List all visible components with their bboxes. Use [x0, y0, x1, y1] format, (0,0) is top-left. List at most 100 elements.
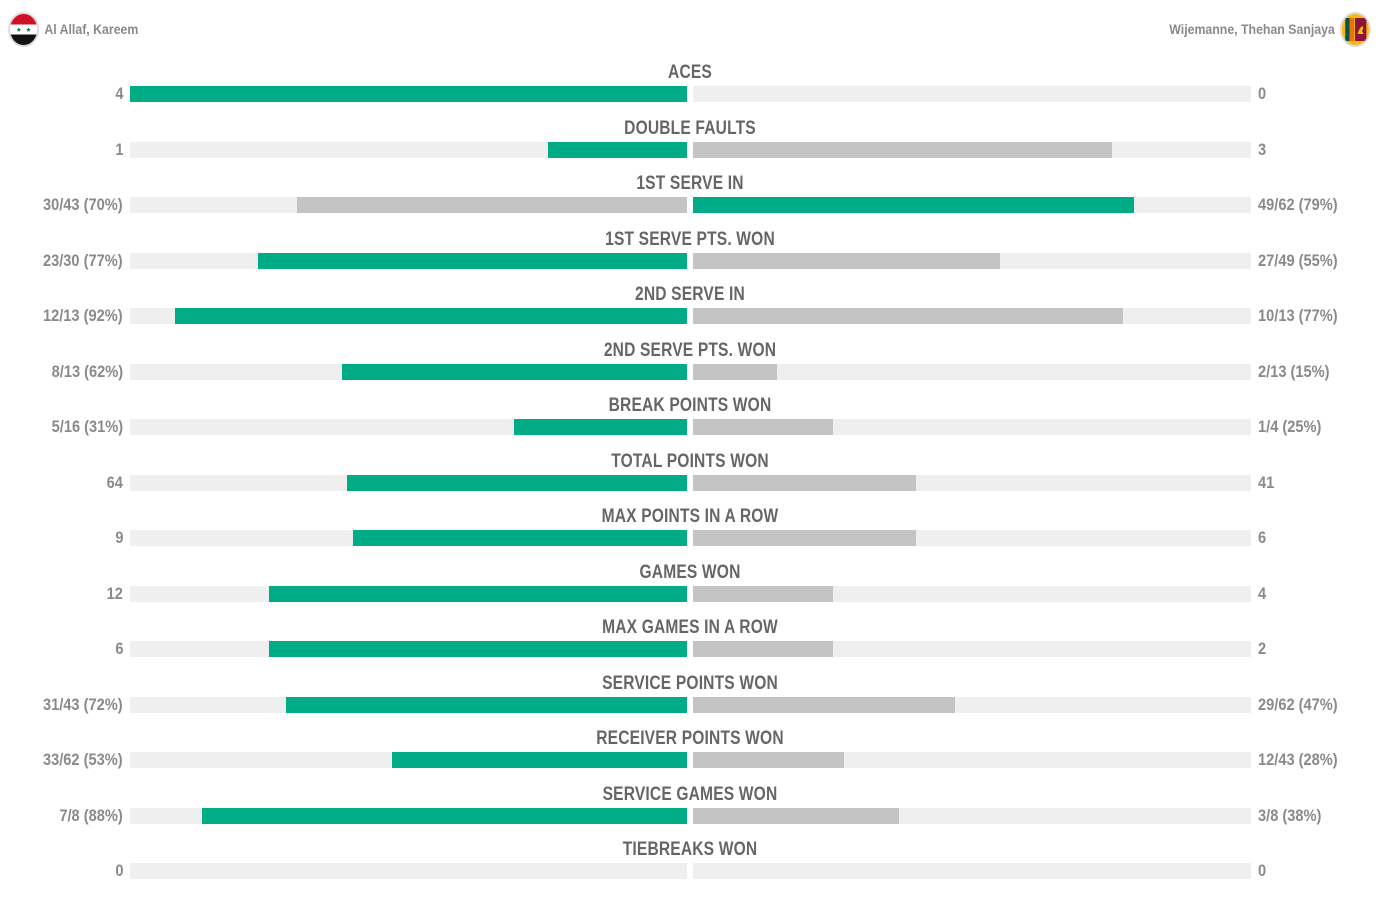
stat-value-right-2nd-serve-in: 10/13 (77%) [1258, 306, 1338, 325]
stat-label-games-won: GAMES WON [639, 561, 741, 583]
stat-bar-right-games-won [693, 585, 833, 602]
stat-bar-right-2nd-serve-in [693, 308, 1123, 324]
player-right-name: Wijemanne, Thehan Sanjaya [1169, 21, 1335, 37]
stat-label-break-points-won: BREAK POINTS WON [608, 395, 772, 416]
stat-track-right-games-won [693, 585, 1251, 602]
stat-bar-left-double-faults [548, 141, 687, 158]
stat-bar-left-service-points-won [286, 696, 687, 713]
stat-bar-right-receiver-points-won [693, 752, 844, 768]
stat-bar-right-service-points-won [693, 696, 955, 713]
stat-value-right-1st-serve-in: 49/62 (79%) [1258, 195, 1338, 214]
sri-lanka-flag-icon [1341, 13, 1369, 45]
stat-track-left-receiver-points-won [130, 752, 687, 768]
stat-label-service-games-won: SERVICE GAMES WON [602, 783, 778, 805]
stat-track-right-max-games-in-a-row [693, 641, 1251, 657]
stat-track-left-service-points-won [130, 696, 687, 713]
stat-label-receiver-points-won: RECEIVER POINTS WON [596, 728, 784, 749]
stat-bar-left-max-games-in-a-row [269, 641, 687, 657]
stat-bar-right-double-faults [693, 141, 1112, 158]
stat-bar-left-service-games-won [202, 807, 687, 824]
player-left-name: Al Allaf, Kareem [44, 21, 139, 37]
stat-bar-left-1st-serve-in [297, 197, 687, 213]
stat-bar-right-max-points-in-a-row [693, 530, 916, 546]
stat-track-right-max-points-in-a-row [693, 530, 1251, 546]
stat-track-left-tiebreaks-won [130, 863, 687, 879]
stat-value-left-1st-serve-pts-won: 23/30 (77%) [43, 250, 123, 270]
stat-track-left-2nd-serve-pts-won [130, 363, 687, 380]
stat-track-left-2nd-serve-in [130, 308, 687, 324]
stat-track-left-service-games-won [130, 807, 687, 824]
stat-track-right-total-points-won [693, 474, 1251, 491]
stat-bar-right-2nd-serve-pts-won [693, 363, 777, 380]
stat-value-right-max-games-in-a-row: 2 [1258, 639, 1267, 658]
stat-value-left-games-won: 12 [106, 583, 123, 603]
stat-bar-left-break-points-won [514, 419, 687, 435]
stat-value-right-total-points-won: 41 [1258, 472, 1275, 492]
stat-bar-left-receiver-points-won [392, 752, 687, 768]
stat-track-left-total-points-won [130, 474, 687, 491]
stat-value-right-max-points-in-a-row: 6 [1258, 528, 1267, 547]
player-left: Al Allaf, Kareem [10, 12, 138, 46]
stat-value-left-break-points-won: 5/16 (31%) [51, 417, 123, 436]
stat-bar-left-aces [130, 86, 687, 102]
stat-track-left-aces [130, 86, 687, 102]
stat-value-left-1st-serve-in: 30/43 (70%) [43, 195, 123, 214]
stat-label-tiebreaks-won: TIEBREAKS WON [622, 839, 758, 860]
stat-value-right-tiebreaks-won: 0 [1258, 861, 1267, 880]
stat-value-right-break-points-won: 1/4 (25%) [1258, 417, 1322, 436]
stat-track-right-break-points-won [693, 419, 1251, 435]
stat-value-left-tiebreaks-won: 0 [114, 861, 123, 880]
stat-track-left-games-won [130, 585, 687, 602]
stat-value-left-double-faults: 1 [114, 139, 123, 159]
stat-value-right-1st-serve-pts-won: 27/49 (55%) [1258, 250, 1338, 270]
stat-value-left-max-points-in-a-row: 9 [114, 528, 123, 547]
stat-track-right-service-points-won [693, 696, 1251, 713]
stat-label-total-points-won: TOTAL POINTS WON [611, 450, 769, 472]
stat-track-left-max-games-in-a-row [130, 641, 687, 657]
stat-bar-right-total-points-won [693, 474, 916, 491]
stat-track-right-aces [693, 86, 1251, 102]
stat-track-left-double-faults [130, 141, 687, 158]
stat-bar-right-break-points-won [693, 419, 833, 435]
stat-value-right-service-games-won: 3/8 (38%) [1258, 805, 1322, 825]
stat-bar-right-1st-serve-in [693, 197, 1134, 213]
stat-bar-left-2nd-serve-pts-won [342, 363, 687, 380]
stat-value-left-2nd-serve-in: 12/13 (92%) [43, 306, 123, 325]
stat-bar-left-total-points-won [347, 474, 687, 491]
stat-value-left-service-points-won: 31/43 (72%) [43, 694, 123, 714]
stat-label-max-points-in-a-row: MAX POINTS IN A ROW [601, 506, 779, 527]
stat-value-right-aces: 0 [1258, 84, 1267, 103]
stat-track-right-2nd-serve-in [693, 308, 1251, 324]
stat-bar-right-service-games-won [693, 807, 899, 824]
stat-track-left-break-points-won [130, 419, 687, 435]
stat-track-right-1st-serve-pts-won [693, 252, 1251, 269]
stat-track-right-tiebreaks-won [693, 863, 1251, 879]
stat-bar-left-max-points-in-a-row [353, 530, 687, 546]
stat-bar-left-games-won [269, 585, 687, 602]
stat-value-left-2nd-serve-pts-won: 8/13 (62%) [51, 361, 123, 381]
stat-track-right-service-games-won [693, 807, 1251, 824]
stat-label-2nd-serve-pts-won: 2ND SERVE PTS. WON [603, 339, 777, 361]
syria-flag-icon [10, 13, 38, 45]
stat-track-right-2nd-serve-pts-won [693, 363, 1251, 380]
stat-bar-right-max-games-in-a-row [693, 641, 833, 657]
stat-track-right-double-faults [693, 141, 1251, 158]
stat-label-1st-serve-in: 1ST SERVE IN [636, 173, 744, 194]
player-right: Wijemanne, Thehan Sanjaya [1169, 12, 1369, 46]
stat-track-left-max-points-in-a-row [130, 530, 687, 546]
stat-label-2nd-serve-in: 2ND SERVE IN [635, 284, 745, 305]
stat-value-right-double-faults: 3 [1258, 139, 1267, 159]
stat-bar-left-1st-serve-pts-won [258, 252, 687, 269]
stat-track-left-1st-serve-pts-won [130, 252, 687, 269]
stat-value-left-total-points-won: 64 [106, 472, 123, 492]
stat-value-right-games-won: 4 [1258, 583, 1267, 603]
stat-label-aces: ACES [668, 62, 712, 83]
stat-track-left-1st-serve-in [130, 197, 687, 213]
stat-value-left-service-games-won: 7/8 (88%) [59, 805, 123, 825]
stat-label-1st-serve-pts-won: 1ST SERVE PTS. WON [605, 228, 775, 250]
stat-value-right-2nd-serve-pts-won: 2/13 (15%) [1258, 361, 1330, 381]
stat-value-left-aces: 4 [114, 84, 123, 103]
stat-bar-left-2nd-serve-in [175, 308, 687, 324]
stat-bar-right-1st-serve-pts-won [693, 252, 1000, 269]
stat-value-right-service-points-won: 29/62 (47%) [1258, 694, 1338, 714]
